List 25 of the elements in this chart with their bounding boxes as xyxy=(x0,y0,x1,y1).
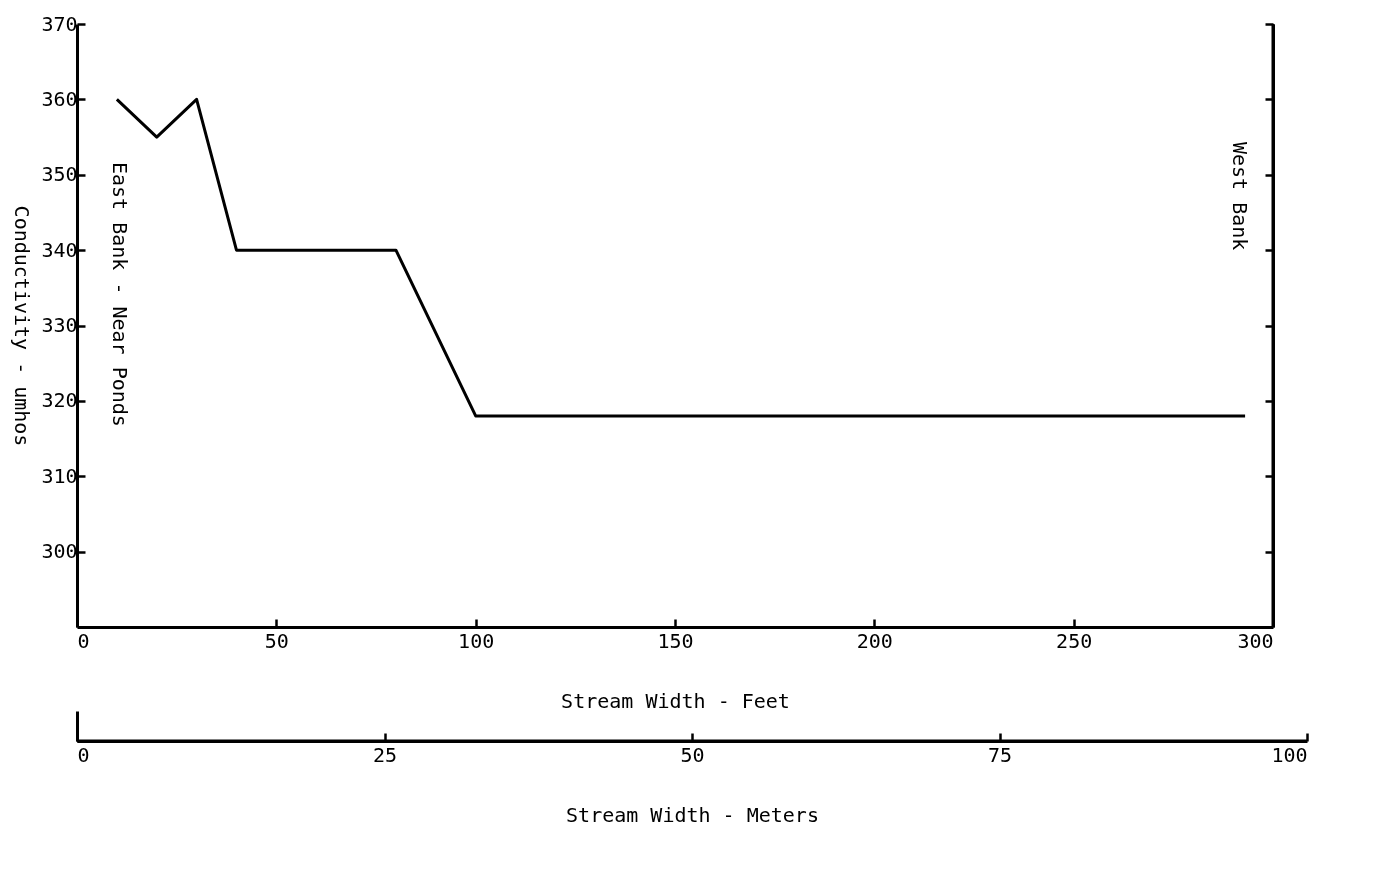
y-tick-label: 340 xyxy=(41,237,78,262)
x-axis-title: Stream Width - Feet xyxy=(561,688,790,713)
y-tick-label: 310 xyxy=(41,463,78,488)
x-tick-label: 0 xyxy=(77,628,90,653)
y-axis-title: Conductivity - umhos xyxy=(10,205,35,447)
y-tick-label: 370 xyxy=(41,11,78,36)
x-tick-label: 150 xyxy=(657,628,694,653)
x-tick-label: 200 xyxy=(856,628,893,653)
x-tick-label: 100 xyxy=(458,628,495,653)
x-tick-label: 300 xyxy=(1237,628,1274,653)
y-tick-label: 330 xyxy=(41,313,78,337)
annotation: West Bank xyxy=(1228,142,1252,251)
x2-tick-label: 50 xyxy=(680,742,705,767)
x2-tick-label: 75 xyxy=(987,742,1013,767)
x2-tick-label: 25 xyxy=(372,742,398,767)
y-tick-label: 350 xyxy=(41,162,78,187)
y-tick-label: 300 xyxy=(41,539,78,564)
x2-tick-label: 100 xyxy=(1271,742,1308,767)
x2-axis-title: Stream Width - Meters xyxy=(566,802,819,827)
x-tick-label: 50 xyxy=(264,628,289,653)
annotation: East Bank - Near Ponds xyxy=(108,162,132,427)
x-tick-label: 250 xyxy=(1056,628,1093,653)
y-tick-label: 360 xyxy=(41,86,78,111)
y-tick-label: 320 xyxy=(41,388,78,413)
x2-tick-label: 0 xyxy=(77,742,90,767)
